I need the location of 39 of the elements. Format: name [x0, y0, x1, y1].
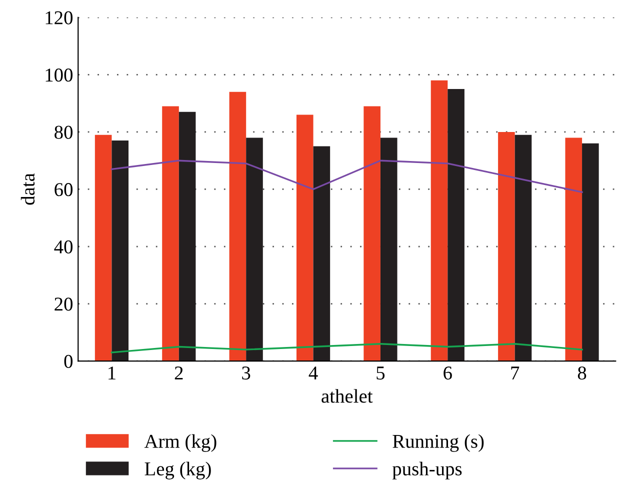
y-tick-label: 120 — [46, 11, 73, 24]
line-series — [110, 160, 583, 193]
y-tick-label: 60 — [54, 183, 73, 196]
legend-label: Leg (kg) — [144, 462, 211, 480]
line-series — [110, 343, 583, 354]
x-tick-label: 1 — [108, 366, 116, 380]
y-tick-label: 80 — [54, 126, 73, 139]
bar — [296, 114, 314, 362]
legend-label: Running (s) — [392, 434, 484, 452]
y-axis-title: data — [20, 173, 35, 205]
bar — [514, 134, 532, 362]
bar — [246, 138, 263, 362]
y-tick-label: 0 — [64, 354, 73, 368]
x-tick-label: 6 — [444, 366, 452, 380]
x-tick-label: 8 — [578, 366, 586, 380]
y-tick-label: 20 — [54, 298, 73, 311]
bar — [162, 106, 179, 362]
bar — [498, 132, 515, 362]
x-tick-label: 5 — [376, 366, 385, 380]
bar — [229, 92, 246, 362]
x-tick-label: 7 — [511, 366, 520, 380]
bar — [178, 112, 196, 362]
x-axis-title: athelet — [322, 389, 373, 403]
y-tick-label: 40 — [54, 240, 73, 254]
bar — [565, 138, 582, 362]
y-tick-label: 100 — [46, 68, 73, 82]
bar — [448, 89, 464, 362]
x-tick-label: 3 — [242, 366, 250, 380]
bar — [94, 134, 112, 362]
x-tick-label: 2 — [174, 366, 183, 380]
bar — [112, 140, 129, 362]
bar — [430, 80, 448, 362]
bar — [313, 146, 330, 362]
x-tick-label: 4 — [308, 366, 318, 380]
legend-label: Arm (kg) — [144, 434, 216, 452]
legend-label: push-ups — [392, 462, 462, 480]
bar — [380, 138, 398, 362]
bar — [582, 143, 599, 362]
bar — [364, 106, 380, 362]
